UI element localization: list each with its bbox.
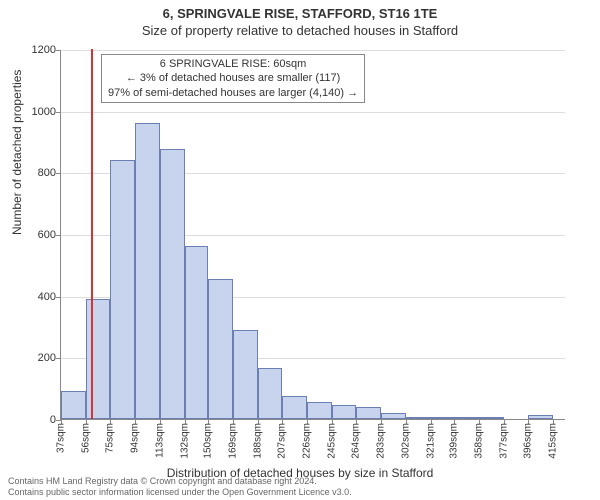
x-tick-label: 150sqm bbox=[203, 419, 214, 459]
x-tick-label: 358sqm bbox=[473, 419, 484, 459]
y-axis-label: Number of detached properties bbox=[10, 70, 24, 235]
histogram-bar bbox=[431, 417, 454, 419]
annotation-line-1: 6 SPRINGVALE RISE: 60sqm bbox=[108, 57, 358, 71]
x-tick-label: 377sqm bbox=[498, 419, 509, 459]
x-tick-label: 339sqm bbox=[449, 419, 460, 459]
histogram-bar bbox=[185, 246, 208, 419]
annotation-line-2: ← 3% of detached houses are smaller (117… bbox=[108, 71, 358, 85]
property-marker-line bbox=[91, 49, 93, 419]
y-tick-label: 200 bbox=[38, 352, 61, 364]
histogram-bar bbox=[61, 391, 86, 419]
y-tick-label: 1000 bbox=[32, 106, 61, 118]
x-tick-label: 321sqm bbox=[425, 419, 436, 459]
histogram-bar bbox=[160, 149, 185, 419]
x-tick-label: 94sqm bbox=[130, 419, 141, 453]
footer-line-1: Contains HM Land Registry data © Crown c… bbox=[8, 476, 352, 487]
histogram-bar bbox=[282, 396, 307, 419]
histogram-bar bbox=[479, 417, 504, 419]
y-tick-label: 800 bbox=[38, 167, 61, 179]
annotation-line-3: 97% of semi-detached houses are larger (… bbox=[108, 86, 358, 100]
histogram-chart: 6 SPRINGVALE RISE: 60sqm ← 3% of detache… bbox=[60, 50, 565, 420]
title-sub: Size of property relative to detached ho… bbox=[0, 21, 600, 38]
y-tick-label: 600 bbox=[38, 229, 61, 241]
histogram-bar bbox=[528, 415, 553, 419]
x-tick-label: 396sqm bbox=[523, 419, 534, 459]
histogram-bar bbox=[332, 405, 357, 419]
histogram-bar bbox=[110, 160, 135, 419]
x-tick-label: 56sqm bbox=[80, 419, 91, 453]
x-tick-label: 75sqm bbox=[105, 419, 116, 453]
x-tick-label: 188sqm bbox=[252, 419, 263, 459]
gridline bbox=[61, 112, 565, 113]
x-tick-label: 226sqm bbox=[301, 419, 312, 459]
histogram-bar bbox=[86, 299, 111, 419]
footer-line-2: Contains public sector information licen… bbox=[8, 487, 352, 498]
histogram-bar bbox=[233, 330, 258, 419]
x-tick-label: 245sqm bbox=[326, 419, 337, 459]
footer-attribution: Contains HM Land Registry data © Crown c… bbox=[8, 476, 352, 498]
annotation-box: 6 SPRINGVALE RISE: 60sqm ← 3% of detache… bbox=[101, 54, 365, 103]
y-tick-label: 1200 bbox=[32, 44, 61, 56]
histogram-bar bbox=[381, 413, 406, 419]
histogram-bar bbox=[454, 417, 479, 419]
histogram-bar bbox=[135, 123, 160, 419]
x-tick-label: 264sqm bbox=[351, 419, 362, 459]
x-tick-label: 302sqm bbox=[400, 419, 411, 459]
gridline bbox=[61, 50, 565, 51]
x-tick-label: 37sqm bbox=[56, 419, 67, 453]
histogram-bar bbox=[258, 368, 283, 419]
title-main: 6, SPRINGVALE RISE, STAFFORD, ST16 1TE bbox=[0, 0, 600, 21]
x-tick-label: 132sqm bbox=[179, 419, 190, 459]
y-tick-label: 400 bbox=[38, 291, 61, 303]
histogram-bar bbox=[356, 407, 381, 419]
x-tick-label: 415sqm bbox=[547, 419, 558, 459]
histogram-bar bbox=[208, 279, 233, 419]
histogram-bar bbox=[406, 417, 431, 419]
x-tick-label: 113sqm bbox=[154, 419, 165, 458]
x-tick-label: 283sqm bbox=[376, 419, 387, 459]
x-tick-label: 207sqm bbox=[277, 419, 288, 459]
x-tick-label: 169sqm bbox=[227, 419, 238, 459]
histogram-bar bbox=[307, 402, 332, 419]
